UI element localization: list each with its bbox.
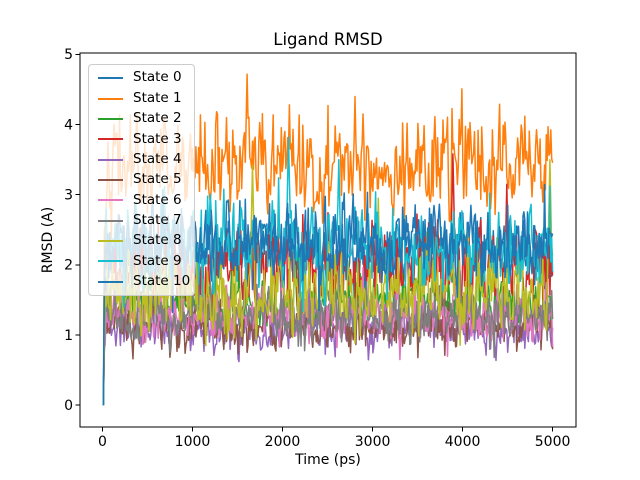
legend-swatch-7 bbox=[98, 219, 123, 222]
x-tick-label-5: 5000 bbox=[535, 434, 571, 450]
legend-swatch-1 bbox=[98, 97, 123, 100]
legend-label-state-0: State 0 bbox=[133, 69, 182, 86]
series-line-state-7 bbox=[102, 259, 554, 406]
legend-entry-state-2: State 2 bbox=[89, 109, 194, 128]
x-tick-label-1: 1000 bbox=[175, 434, 211, 450]
legend-swatch-5 bbox=[98, 178, 123, 181]
y-tick-label-4: 4 bbox=[64, 117, 73, 133]
x-tick-label-4: 4000 bbox=[445, 434, 481, 450]
legend: State 0 State 1 State 2 State 3 State 4 … bbox=[88, 64, 195, 296]
legend-entry-state-5: State 5 bbox=[89, 170, 194, 189]
legend-swatch-2 bbox=[98, 117, 123, 120]
legend-swatch-4 bbox=[98, 158, 123, 161]
y-tick-label-1: 1 bbox=[64, 328, 73, 344]
chart-title: Ligand RMSD bbox=[273, 30, 382, 49]
legend-swatch-6 bbox=[98, 199, 123, 202]
legend-entry-state-3: State 3 bbox=[89, 130, 194, 149]
x-tick-label-2: 2000 bbox=[265, 434, 301, 450]
legend-label-state-9: State 9 bbox=[133, 252, 182, 269]
y-tick-label-2: 2 bbox=[64, 258, 73, 274]
legend-label-state-4: State 4 bbox=[133, 150, 182, 167]
y-tick-label-5: 5 bbox=[64, 47, 73, 63]
legend-entry-state-10: State 10 bbox=[89, 272, 194, 291]
legend-label-state-1: State 1 bbox=[133, 89, 182, 106]
legend-label-state-10: State 10 bbox=[133, 273, 191, 290]
legend-swatch-10 bbox=[98, 280, 123, 283]
legend-entry-state-4: State 4 bbox=[89, 150, 194, 169]
legend-swatch-3 bbox=[98, 138, 123, 141]
y-tick-label-3: 3 bbox=[64, 188, 73, 204]
x-tick-label-0: 0 bbox=[98, 434, 107, 450]
legend-label-state-5: State 5 bbox=[133, 171, 182, 188]
legend-entry-state-7: State 7 bbox=[89, 211, 194, 230]
legend-swatch-0 bbox=[98, 77, 123, 80]
legend-entry-state-8: State 8 bbox=[89, 232, 194, 251]
legend-entry-state-0: State 0 bbox=[89, 69, 194, 88]
x-tick-label-3: 3000 bbox=[355, 434, 391, 450]
axes-frame bbox=[79, 52, 577, 428]
legend-swatch-9 bbox=[98, 260, 123, 263]
legend-label-state-6: State 6 bbox=[133, 191, 182, 208]
legend-swatch-8 bbox=[98, 240, 123, 243]
y-axis-label: RMSD (A) bbox=[40, 207, 56, 273]
x-axis-label: Time (ps) bbox=[294, 452, 361, 468]
y-tick-label-0: 0 bbox=[64, 398, 73, 414]
legend-label-state-7: State 7 bbox=[133, 211, 182, 228]
legend-label-state-3: State 3 bbox=[133, 130, 182, 147]
legend-entry-state-9: State 9 bbox=[89, 252, 194, 271]
legend-label-state-8: State 8 bbox=[133, 232, 182, 249]
legend-entry-state-1: State 1 bbox=[89, 89, 194, 108]
legend-entry-state-6: State 6 bbox=[89, 191, 194, 210]
legend-label-state-2: State 2 bbox=[133, 110, 182, 127]
